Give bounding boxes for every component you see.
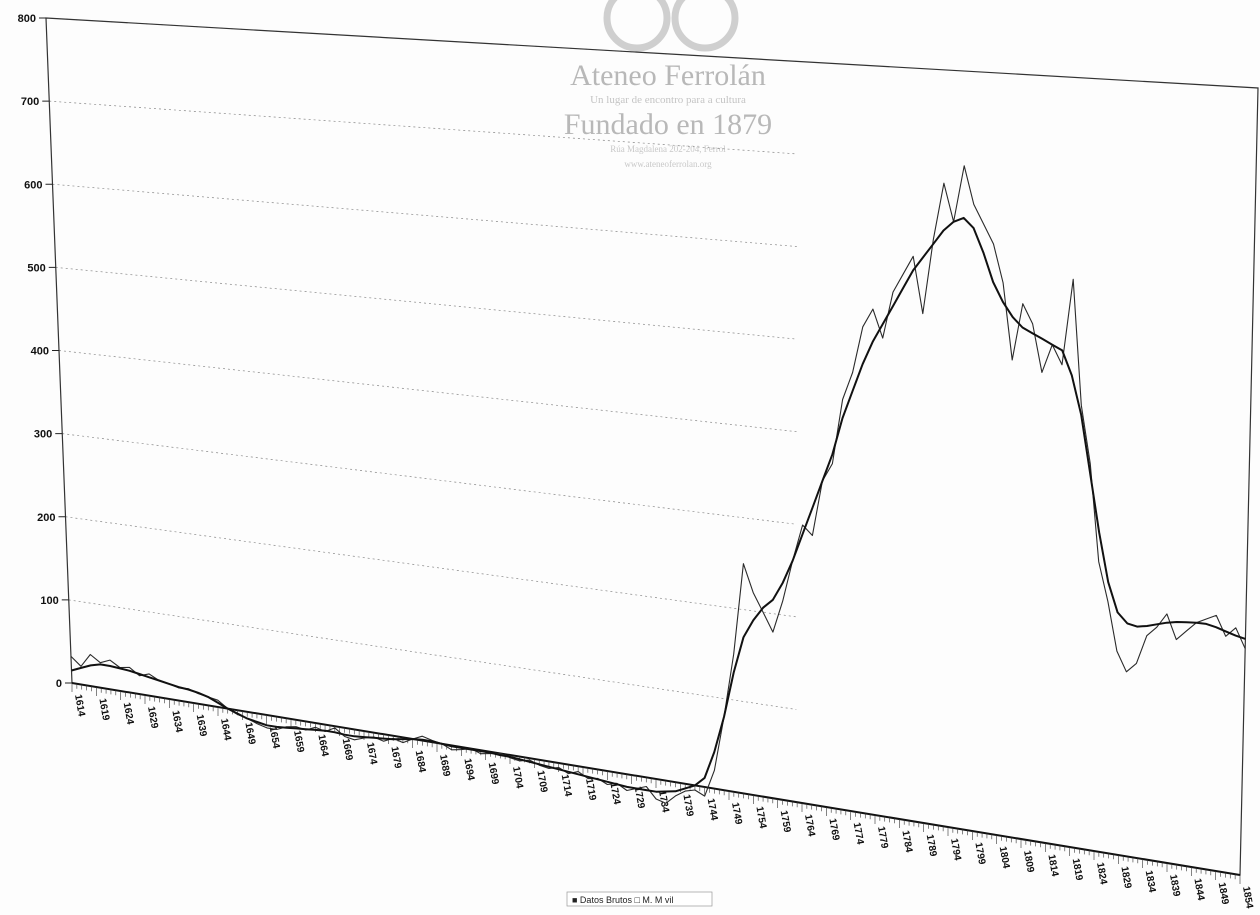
x-tick-label: 1784 bbox=[899, 830, 914, 854]
x-tick-label: 1749 bbox=[729, 802, 744, 826]
watermark-line4: Rúa Magdalena 202-204, Ferrol bbox=[610, 144, 726, 154]
x-tick-label: 1694 bbox=[461, 758, 476, 782]
axes bbox=[45, 17, 1259, 884]
x-tick-label: 1834 bbox=[1143, 870, 1158, 894]
x-tick-label: 1639 bbox=[194, 714, 209, 738]
x-tick-label: 1714 bbox=[559, 774, 574, 798]
x-tick-label: 1709 bbox=[534, 770, 549, 794]
watermark-logo bbox=[603, 0, 739, 52]
x-tick-label: 1849 bbox=[1216, 882, 1231, 906]
x-tick-label: 1634 bbox=[169, 710, 184, 734]
x-tick-label: 1614 bbox=[72, 694, 87, 718]
x-tick-label: 1829 bbox=[1118, 866, 1133, 890]
x-tick-label: 1759 bbox=[778, 810, 793, 834]
y-tick-label: 600 bbox=[24, 179, 42, 191]
gridline bbox=[65, 516, 797, 618]
x-tick-label: 1719 bbox=[583, 778, 598, 802]
legend: ■ Datos Brutos □ M. M vil bbox=[566, 891, 713, 907]
y-tick-label: 0 bbox=[56, 678, 62, 690]
series-line-1 bbox=[70, 165, 1246, 804]
y-tick-label: 800 bbox=[18, 13, 36, 25]
x-tick-label: 1814 bbox=[1045, 854, 1060, 878]
x-tick-label: 1809 bbox=[1021, 850, 1036, 874]
x-tick-label: 1744 bbox=[705, 798, 720, 822]
watermark-line3: Fundado en 1879 bbox=[564, 108, 772, 141]
x-tick-label: 1779 bbox=[875, 826, 890, 850]
watermark-line5: www.ateneoferrolan.org bbox=[624, 159, 712, 169]
gridline bbox=[62, 433, 797, 525]
x-tick-label: 1739 bbox=[680, 794, 695, 818]
y-axis-ticks: 0 100 200 300 400 500 600 700 800 bbox=[18, 13, 72, 690]
x-tick-label: 1624 bbox=[121, 702, 136, 726]
y-tick-label: 700 bbox=[21, 96, 39, 108]
y-tick-label: 100 bbox=[40, 595, 58, 607]
x-axis-ticks: 1614 1619 1624 1629 1634 1639 1644 1649 1654 1659… bbox=[72, 694, 1255, 910]
x-tick-label: 1854 bbox=[1240, 886, 1255, 910]
x-tick-label: 1824 bbox=[1094, 862, 1109, 886]
x-tick-label: 1769 bbox=[826, 818, 841, 842]
y-tick-label: 300 bbox=[34, 429, 52, 441]
x-tick-label: 1729 bbox=[632, 786, 647, 810]
x-tick-label: 1644 bbox=[218, 718, 233, 742]
legend-text: ■ Datos Brutos □ M. M vil bbox=[572, 895, 673, 905]
y-tick-label: 500 bbox=[27, 262, 45, 274]
x-tick-label: 1819 bbox=[1070, 858, 1085, 882]
y-tick-label: 200 bbox=[37, 512, 55, 524]
x-tick-label: 1679 bbox=[388, 746, 403, 770]
x-tick-label: 1689 bbox=[437, 754, 452, 778]
gridline bbox=[55, 267, 797, 340]
gridline bbox=[52, 183, 798, 247]
x-tick-label: 1674 bbox=[364, 742, 379, 766]
x-tick-label: 1684 bbox=[413, 750, 428, 774]
gridline bbox=[68, 599, 797, 710]
x-tick-label: 1654 bbox=[267, 726, 282, 750]
x-tick-label: 1669 bbox=[340, 738, 355, 762]
y-tick-label: 400 bbox=[31, 346, 49, 358]
gridline bbox=[58, 350, 797, 433]
series bbox=[70, 165, 1246, 804]
x-tick-label: 1789 bbox=[924, 834, 939, 858]
x-tick-label: 1794 bbox=[948, 838, 963, 862]
x-tick-label: 1619 bbox=[96, 698, 111, 722]
watermark-line1: Ateneo Ferrolán bbox=[570, 59, 766, 92]
x-tick-label: 1839 bbox=[1167, 874, 1182, 898]
x-tick-label: 1629 bbox=[145, 706, 160, 730]
watermark-line2: Un lugar de encontro para a cultura bbox=[590, 94, 746, 106]
x-tick-label: 1699 bbox=[486, 762, 501, 786]
legend-box bbox=[566, 891, 713, 907]
series-line-2 bbox=[71, 216, 1246, 793]
x-tick-label: 1844 bbox=[1191, 878, 1206, 902]
x-tick-label: 1724 bbox=[607, 782, 622, 806]
x-tick-label: 1774 bbox=[851, 822, 866, 846]
x-tick-label: 1664 bbox=[315, 734, 330, 758]
watermark: Ateneo Ferrolán Un lugar de encontro par… bbox=[564, 0, 772, 169]
x-tick-label: 1804 bbox=[997, 846, 1012, 870]
x-tick-label: 1659 bbox=[291, 730, 306, 754]
x-tick-label: 1754 bbox=[753, 806, 768, 830]
x-tick-label: 1799 bbox=[972, 842, 987, 866]
x-tick-label: 1649 bbox=[242, 722, 257, 746]
x-tick-label: 1704 bbox=[510, 766, 525, 790]
x-tick-label: 1764 bbox=[802, 814, 817, 838]
